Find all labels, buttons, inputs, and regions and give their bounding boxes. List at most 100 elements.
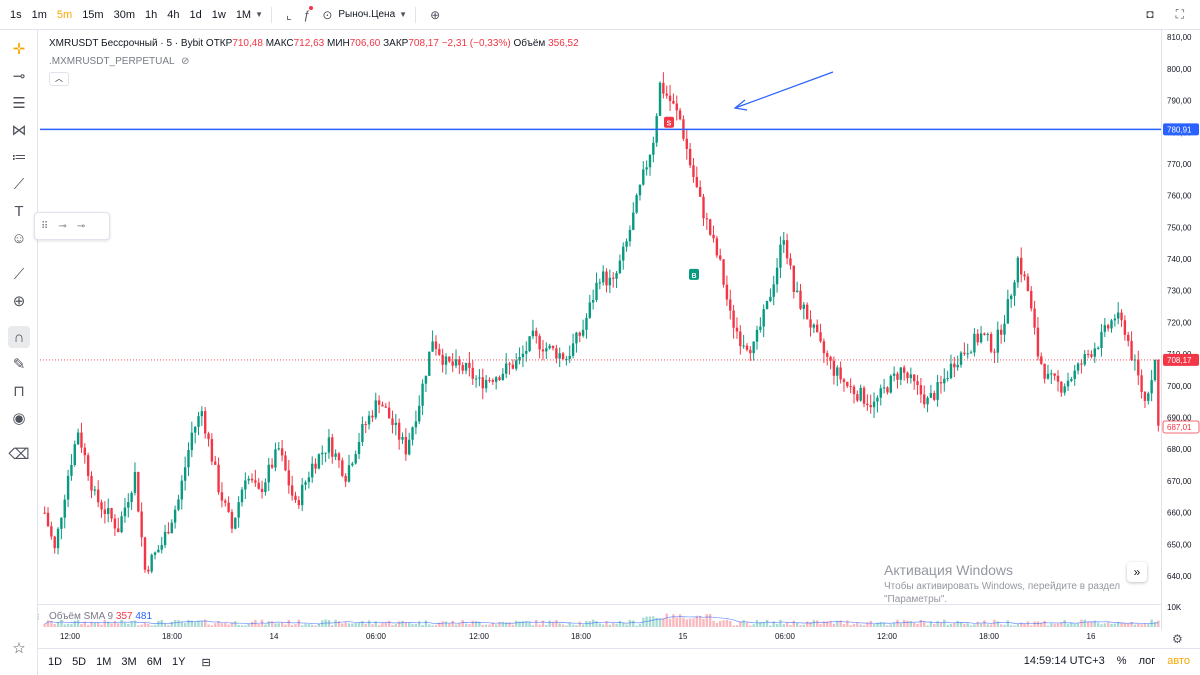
clock-label[interactable]: 14:59:14 UTC+3 [1023, 655, 1105, 667]
volume-sma-label[interactable]: Объём SMA 9 [49, 611, 114, 622]
volume-bar [819, 624, 822, 627]
add-compare-icon[interactable]: ⊕ [430, 7, 441, 22]
range-5d[interactable]: 5D [72, 656, 87, 668]
watermark-title: Активация Windows [884, 562, 1014, 578]
chevron-down-icon[interactable]: ▼ [399, 10, 408, 19]
auto-toggle[interactable]: авто [1167, 655, 1190, 667]
range-1d[interactable]: 1D [48, 656, 63, 668]
volume-bar [364, 623, 367, 627]
candle-body [180, 480, 183, 500]
candle-body [882, 387, 886, 389]
candle-body [896, 373, 899, 380]
camera-icon[interactable]: ◘ [1146, 7, 1154, 21]
candle-body [137, 472, 140, 512]
scroll-to-realtime-button[interactable]: » [1127, 562, 1147, 582]
volume-bar [662, 618, 665, 627]
zoom-icon[interactable]: ⊕ [12, 293, 26, 310]
range-1y[interactable]: 1Y [171, 656, 186, 668]
volume-bar [1016, 623, 1020, 627]
drag-handle-icon[interactable]: ⠿ [41, 220, 49, 232]
fib-icon[interactable]: ≔ [11, 149, 27, 166]
trash-icon[interactable]: ⌫ [8, 446, 30, 463]
emoji-icon[interactable]: ☺ [11, 229, 27, 247]
trendline-icon[interactable]: ⊸ [12, 68, 26, 85]
magnet-icon[interactable]: ∩ [8, 326, 30, 348]
volume-bar [418, 621, 421, 627]
lock-icon[interactable]: ⊓ [13, 383, 25, 400]
candle-body [498, 377, 501, 380]
ray-tool-icon[interactable]: ⊸ [58, 220, 67, 232]
timeframe-1h[interactable]: 1h [145, 8, 158, 21]
candle-body [448, 356, 451, 362]
price-chart[interactable]: 640,00 650,00 660,00 670,00 680,00 690,00 700,… [38, 30, 1200, 648]
volume-bar [153, 624, 157, 627]
volume-bar [568, 623, 571, 627]
symbol-label[interactable]: XMRUSDT Бессрочный · 5 · Bybit [49, 38, 204, 49]
price-source-icon[interactable]: ⊙ [322, 7, 333, 22]
volume-bar [1147, 624, 1150, 627]
indicators-icon[interactable]: ƒ [304, 5, 314, 22]
candle-body [568, 355, 571, 359]
timeframe-1m[interactable]: 1m [31, 8, 47, 21]
candle-body [866, 403, 869, 406]
hide-eye-icon[interactable]: ⊘ [181, 56, 190, 67]
gear-icon[interactable]: ⚙ [1172, 632, 1183, 646]
timeframe-1d[interactable]: 1d [189, 8, 202, 21]
star-icon[interactable]: ☆ [12, 640, 26, 657]
y-tick-label: 680,00 [1167, 445, 1192, 454]
ticker-label[interactable]: .MXMRUSDT_PERPETUAL [49, 56, 175, 67]
candle-body [822, 341, 826, 354]
candle-body [782, 240, 785, 245]
brush-icon[interactable]: ⟋ [13, 175, 25, 193]
timeframe-30m[interactable]: 30m [113, 8, 135, 21]
extended-line-icon[interactable]: ⊸ [76, 220, 86, 232]
volume-bar [1100, 624, 1103, 627]
pane-resize-handle[interactable]: ⁝ [37, 612, 40, 622]
candle-body [929, 393, 933, 398]
volume-bar [528, 621, 531, 627]
candle-body [752, 341, 755, 354]
timeframe-15m[interactable]: 15m [82, 8, 104, 21]
timeframe-4h[interactable]: 4h [167, 8, 180, 21]
volume-bar [331, 625, 334, 627]
timeframe-1w[interactable]: 1w [211, 8, 226, 21]
volume-bar [605, 621, 608, 627]
parallel-channel-icon[interactable]: ☰ [12, 95, 26, 112]
eye-icon[interactable]: ◉ [12, 410, 26, 427]
ruler-icon[interactable]: ⟋ [13, 265, 25, 283]
fullscreen-icon[interactable]: ⛶ [1175, 7, 1184, 21]
timeframe-1s[interactable]: 1s [10, 8, 22, 21]
candle-body [551, 345, 555, 349]
volume-bar [869, 620, 872, 627]
price-source-select[interactable]: Рыноч.Цена [338, 9, 396, 20]
log-toggle[interactable]: лог [1138, 655, 1156, 667]
range-6m[interactable]: 6M [146, 656, 162, 668]
range-1m[interactable]: 1M [96, 656, 112, 668]
volume-bar [1030, 625, 1033, 627]
volume-bar [224, 622, 227, 627]
collapse-legend-button[interactable]: ︿ [49, 72, 69, 86]
pattern-icon[interactable]: ⋈ [11, 122, 27, 139]
volume-bar [595, 620, 598, 627]
timeframe-5m[interactable]: 5m [56, 8, 73, 21]
date-range-icon[interactable]: ⊟ [201, 656, 211, 669]
volume-bar [745, 622, 749, 627]
chart-type-icon[interactable]: ⌞ [286, 7, 292, 22]
volume-bar [541, 620, 545, 627]
volume-bar [294, 624, 297, 627]
timeframe-dropdown-icon[interactable]: ▼ [255, 10, 264, 19]
timeframe-1M[interactable]: 1M [235, 8, 252, 21]
volume-bar [478, 621, 481, 627]
range-3m[interactable]: 3M [121, 656, 137, 668]
candle-body [729, 299, 732, 311]
candle-body [943, 378, 946, 384]
volume-bar [615, 623, 618, 627]
candle-body [578, 332, 581, 336]
candle-body [916, 381, 919, 386]
percent-toggle[interactable]: % [1116, 655, 1127, 667]
candle-body [187, 450, 190, 468]
lock-drawing-icon[interactable]: ✎ [12, 356, 26, 373]
text-tool-icon[interactable]: T [14, 202, 24, 220]
crosshair-icon[interactable]: ✛ [12, 41, 26, 58]
volume-bar [63, 624, 66, 627]
